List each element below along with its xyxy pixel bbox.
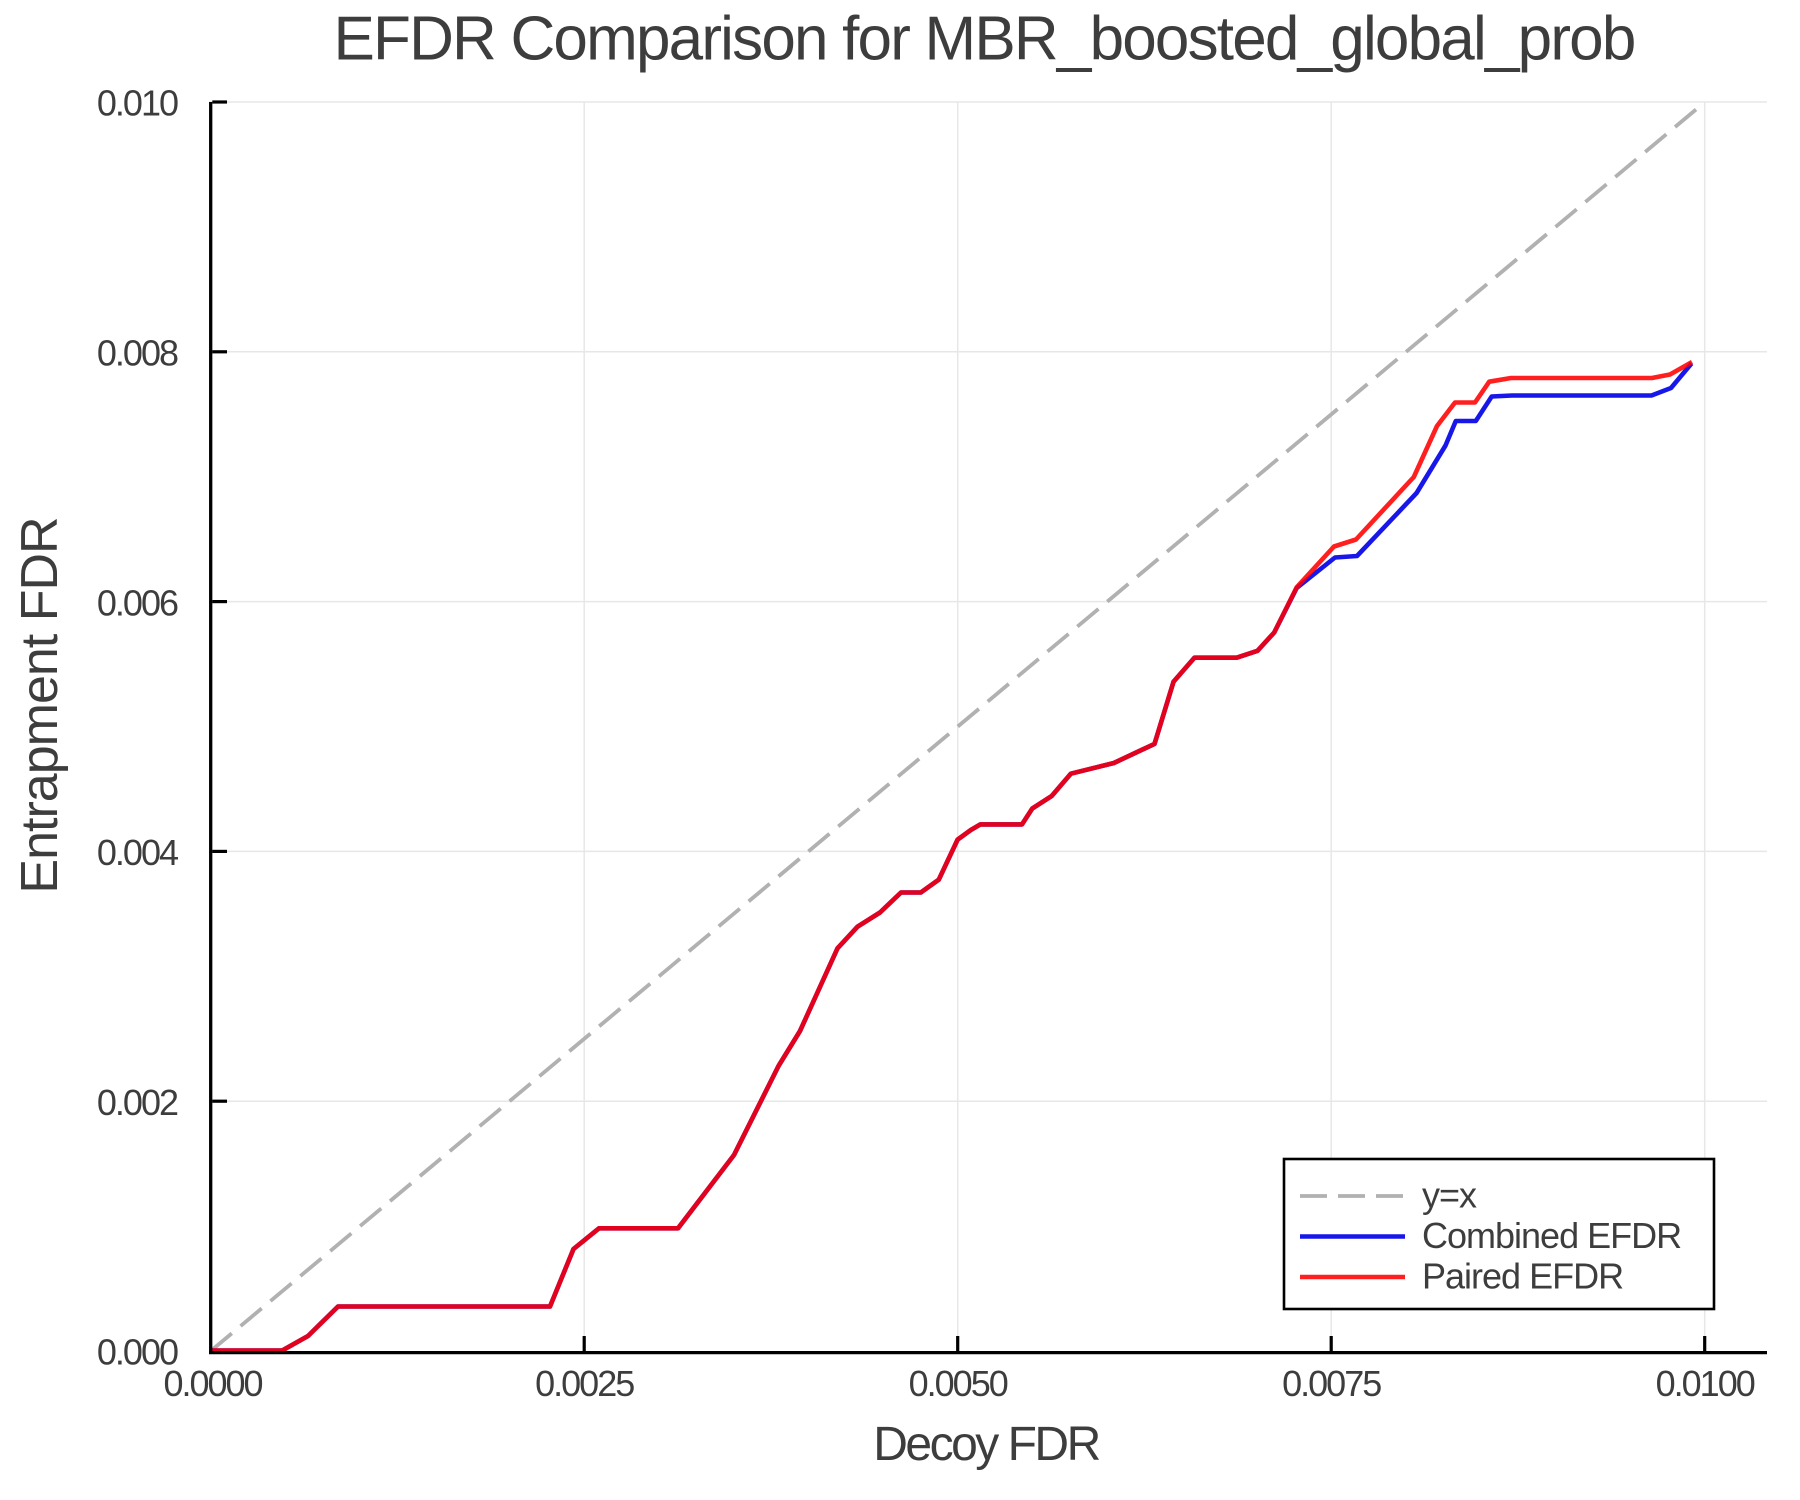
- svg-text:0.0075: 0.0075: [1282, 1363, 1381, 1404]
- svg-text:Entrapment FDR: Entrapment FDR: [11, 517, 69, 893]
- svg-text:Paired EFDR: Paired EFDR: [1422, 1256, 1623, 1297]
- svg-text:0.006: 0.006: [97, 582, 178, 623]
- svg-text:0.002: 0.002: [97, 1082, 178, 1123]
- svg-text:0.0100: 0.0100: [1656, 1363, 1755, 1404]
- svg-text:0.0000: 0.0000: [163, 1363, 262, 1404]
- svg-text:Combined EFDR: Combined EFDR: [1422, 1215, 1681, 1256]
- svg-text:0.004: 0.004: [97, 832, 178, 873]
- svg-text:0.0050: 0.0050: [909, 1363, 1008, 1404]
- svg-text:0.000: 0.000: [97, 1332, 178, 1373]
- svg-text:Decoy FDR: Decoy FDR: [873, 1418, 1099, 1471]
- svg-text:0.010: 0.010: [97, 83, 178, 124]
- svg-text:0.0025: 0.0025: [535, 1363, 634, 1404]
- svg-text:EFDR Comparison for MBR_booste: EFDR Comparison for MBR_boosted_global_p…: [333, 4, 1634, 73]
- svg-text:y=x: y=x: [1422, 1175, 1477, 1216]
- svg-text:0.008: 0.008: [97, 333, 178, 374]
